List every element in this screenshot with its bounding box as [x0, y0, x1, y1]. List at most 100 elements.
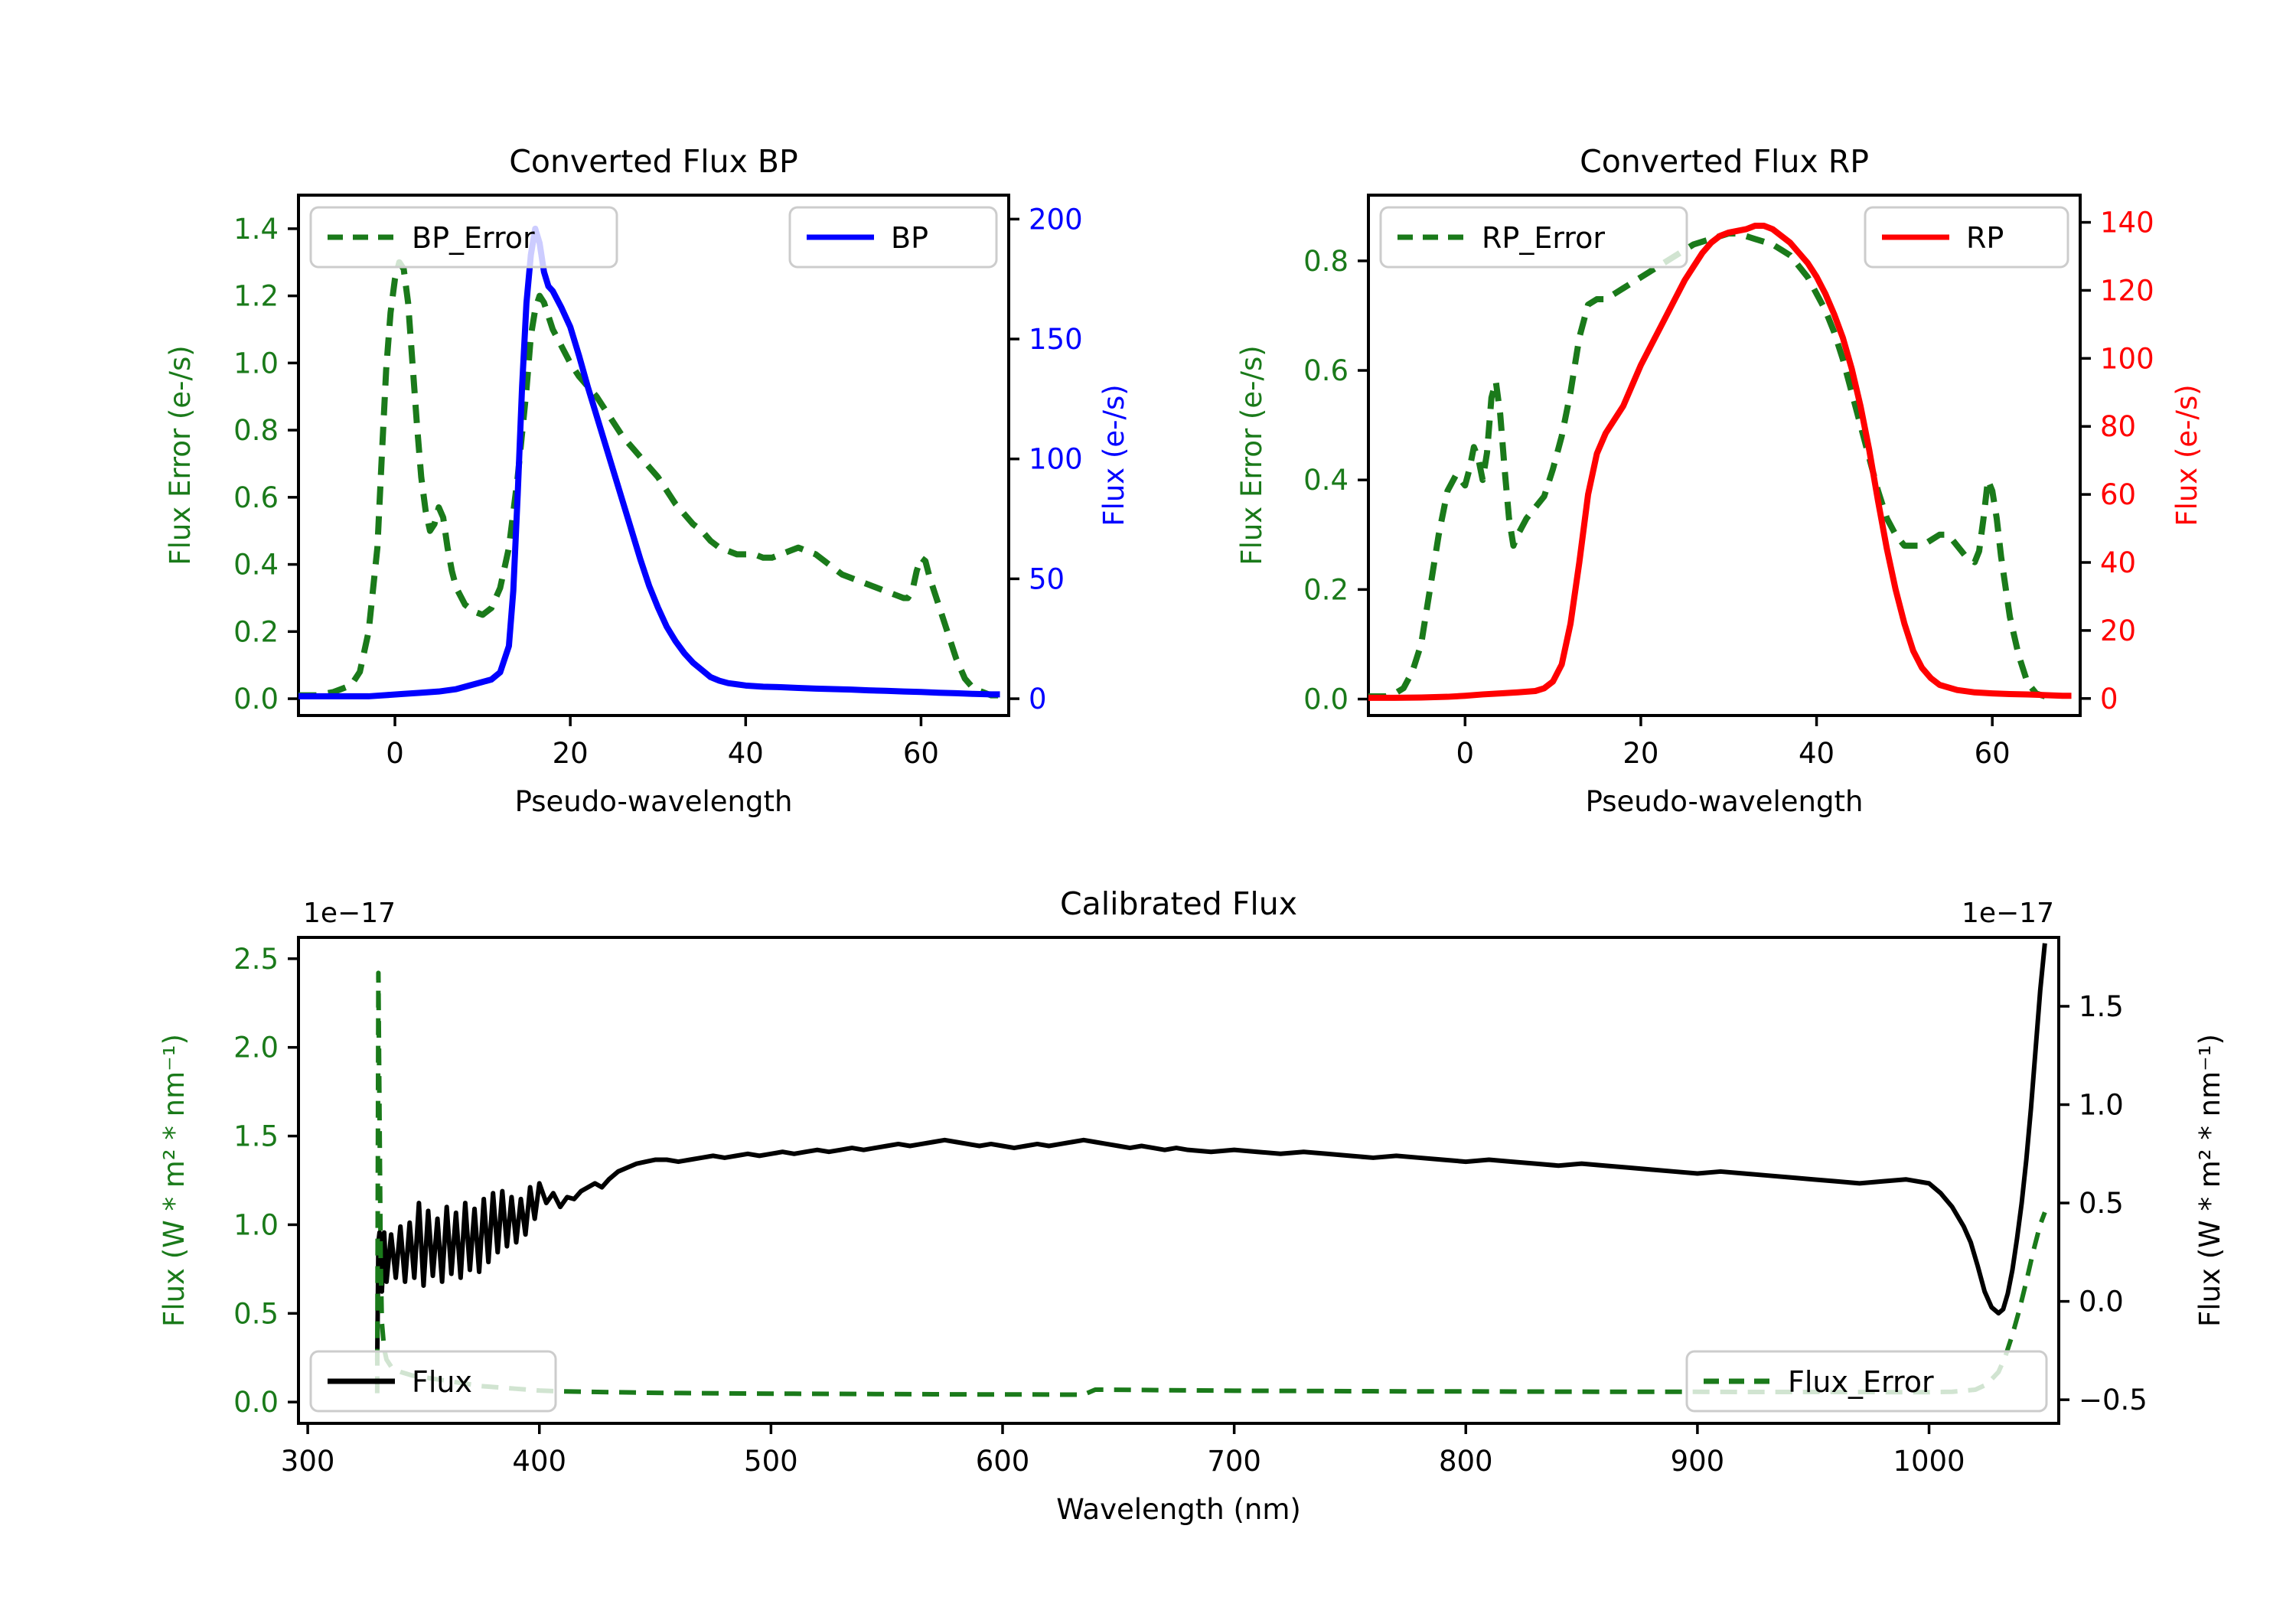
series-path-rp	[1368, 223, 2072, 701]
x-tick-label-calibrated-flux-5: 800	[1439, 1445, 1493, 1478]
y-right-tick-label-converted-flux-rp-4: 80	[2100, 410, 2136, 443]
x-axis-label-converted-flux-rp: Pseudo-wavelength	[1586, 785, 1864, 818]
legend-flux[interactable]: Flux	[309, 1350, 557, 1413]
y-right-tick-label-converted-flux-rp-1: 20	[2100, 614, 2136, 647]
y-offset-left-calibrated-flux: 1e−17	[303, 898, 396, 929]
x-tick-label-converted-flux-bp-3: 60	[903, 737, 939, 770]
y-axis-label-right-converted-flux-rp: Flux (e-/s)	[2170, 384, 2203, 526]
x-tick-label-calibrated-flux-7: 1000	[1893, 1445, 1965, 1478]
legend-box-flux_error	[1685, 1350, 2048, 1413]
y-left-tick-label-converted-flux-rp-2: 0.4	[1303, 464, 1349, 497]
y-left-tick-label-converted-flux-bp-3: 0.6	[233, 481, 279, 514]
plot-frame-calibrated-flux	[297, 936, 2060, 1425]
series-path-flux_error	[374, 970, 2047, 1397]
legend-box-bp	[788, 206, 998, 269]
y-right-tick-label-converted-flux-bp-2: 100	[1029, 443, 1083, 476]
x-tick-label-converted-flux-bp-1: 20	[553, 737, 589, 770]
y-left-tick-label-calibrated-flux-3: 1.5	[233, 1120, 279, 1153]
y-right-tick-label-calibrated-flux-4: 1.5	[2079, 990, 2124, 1023]
x-tick-label-converted-flux-rp-2: 40	[1799, 737, 1835, 770]
x-axis-label-converted-flux-bp: Pseudo-wavelength	[515, 785, 793, 818]
y-right-tick-label-calibrated-flux-3: 1.0	[2079, 1089, 2124, 1122]
y-right-tick-label-converted-flux-rp-6: 120	[2100, 274, 2154, 307]
y-left-tick-label-calibrated-flux-5: 2.5	[233, 943, 279, 976]
legend-box-flux	[309, 1350, 557, 1413]
x-tick-label-calibrated-flux-3: 600	[976, 1445, 1030, 1478]
chart-title-calibrated-flux: Calibrated Flux	[1060, 885, 1297, 922]
y-axis-label-right-converted-flux-bp: Flux (e-/s)	[1097, 384, 1130, 526]
legend-label-rp_error: RP_Error	[1482, 221, 1605, 255]
x-tick-label-calibrated-flux-1: 400	[512, 1445, 566, 1478]
legend-label-flux_error: Flux_Error	[1788, 1365, 1934, 1399]
y-left-tick-label-converted-flux-bp-2: 0.4	[233, 549, 279, 582]
legend-bp_error[interactable]: BP_Error	[309, 206, 618, 269]
legend-flux_error[interactable]: Flux_Error	[1685, 1350, 2048, 1413]
y-offset-right-calibrated-flux: 1e−17	[1962, 898, 2054, 929]
chart-title-converted-flux-rp: Converted Flux RP	[1580, 143, 1869, 180]
legend-label-bp_error: BP_Error	[412, 221, 535, 255]
y-right-tick-label-converted-flux-bp-1: 50	[1029, 562, 1065, 595]
legend-box-bp_error	[309, 206, 618, 269]
y-right-tick-label-converted-flux-bp-3: 150	[1029, 323, 1083, 356]
y-left-tick-label-converted-flux-bp-5: 1.0	[233, 347, 279, 380]
x-tick-label-converted-flux-bp-2: 40	[728, 737, 764, 770]
plot-frame-converted-flux-rp	[1367, 194, 2082, 717]
y-left-tick-label-converted-flux-rp-4: 0.8	[1303, 245, 1349, 278]
legend-box-rp	[1864, 206, 2069, 269]
y-left-tick-label-calibrated-flux-0: 0.0	[233, 1386, 279, 1419]
chart-svg-rp: Converted Flux RP 0 20 40 60 Pseudo-wavelengt…	[1235, 143, 2203, 818]
legend-box-rp_error	[1379, 206, 1688, 269]
y-axis-label-left-converted-flux-bp: Flux Error (e-/s)	[164, 345, 197, 565]
series-path-flux	[374, 943, 2047, 1361]
legend-bp[interactable]: BP	[788, 206, 998, 269]
y-left-tick-label-calibrated-flux-2: 1.0	[233, 1208, 279, 1241]
legend-rp[interactable]: RP	[1864, 206, 2069, 269]
y-right-tick-label-calibrated-flux-0: −0.5	[2079, 1384, 2148, 1416]
legend-label-rp: RP	[1966, 221, 2004, 255]
y-left-tick-label-calibrated-flux-4: 2.0	[233, 1032, 279, 1064]
chart-svg-bp: Converted Flux BP 0 20 40 60 Pseudo-wavelengt…	[164, 143, 1130, 818]
panel-converted-flux-bp: Converted Flux BP 0 20 40 60 Pseudo-wavelengt…	[0, 0, 1148, 819]
x-tick-label-calibrated-flux-6: 900	[1671, 1445, 1725, 1478]
y-left-tick-label-converted-flux-bp-7: 1.4	[233, 213, 279, 246]
series-path-bp_error	[298, 259, 1000, 699]
series-group-calibrated-flux	[374, 943, 2047, 1397]
y-right-tick-label-converted-flux-rp-3: 60	[2100, 478, 2136, 511]
legend-label-bp: BP	[891, 221, 928, 255]
y-axis-label-left-calibrated-flux: Flux (W * m² * nm⁻¹)	[158, 1034, 191, 1327]
chart-title-converted-flux-bp: Converted Flux BP	[509, 143, 798, 180]
y-right-tick-label-converted-flux-rp-5: 100	[2100, 342, 2154, 375]
series-group-converted-flux-bp	[298, 225, 1000, 699]
y-left-tick-label-converted-flux-bp-4: 0.8	[233, 414, 279, 447]
y-left-tick-label-converted-flux-bp-6: 1.2	[233, 280, 279, 313]
y-axis-label-left-converted-flux-rp: Flux Error (e-/s)	[1235, 345, 1268, 565]
y-right-tick-label-calibrated-flux-1: 0.0	[2079, 1286, 2124, 1319]
x-tick-label-converted-flux-bp-0: 0	[386, 737, 404, 770]
legend-rp_error[interactable]: RP_Error	[1379, 206, 1688, 269]
y-left-tick-label-converted-flux-bp-1: 0.2	[233, 615, 279, 648]
panel-converted-flux-rp: Converted Flux RP 0 20 40 60 Pseudo-wavelengt…	[1125, 0, 2296, 819]
x-tick-label-converted-flux-rp-1: 20	[1623, 737, 1658, 770]
chart-svg-cal: Calibrated Flux 1e−17 1e−17 300 400 500 600 700…	[158, 885, 2226, 1526]
y-right-tick-label-converted-flux-bp-0: 0	[1029, 683, 1047, 715]
x-tick-label-calibrated-flux-2: 500	[744, 1445, 798, 1478]
y-right-tick-label-converted-flux-rp-0: 0	[2100, 683, 2118, 715]
y-left-tick-label-converted-flux-rp-3: 0.6	[1303, 354, 1349, 387]
legend-label-flux: Flux	[412, 1365, 472, 1399]
y-left-tick-label-converted-flux-rp-1: 0.2	[1303, 573, 1349, 606]
x-axis-label-calibrated-flux: Wavelength (nm)	[1056, 1493, 1301, 1526]
x-tick-label-converted-flux-rp-0: 0	[1456, 737, 1475, 770]
y-right-tick-label-converted-flux-rp-7: 140	[2100, 207, 2154, 240]
x-tick-label-calibrated-flux-4: 700	[1207, 1445, 1261, 1478]
series-group-converted-flux-rp	[1368, 223, 2072, 701]
y-left-tick-label-converted-flux-bp-0: 0.0	[233, 683, 279, 715]
series-path-bp	[298, 225, 1000, 699]
y-right-tick-label-converted-flux-bp-4: 200	[1029, 203, 1083, 236]
y-right-tick-label-converted-flux-rp-2: 40	[2100, 546, 2136, 579]
y-axis-label-right-calibrated-flux: Flux (W * m² * nm⁻¹)	[2193, 1034, 2226, 1327]
x-tick-label-converted-flux-rp-3: 60	[1975, 737, 2011, 770]
y-left-tick-label-calibrated-flux-1: 0.5	[233, 1297, 279, 1330]
plot-frame-converted-flux-bp	[297, 194, 1010, 717]
panel-calibrated-flux: Calibrated Flux 1e−17 1e−17 300 400 500 600 700…	[0, 811, 2296, 1607]
